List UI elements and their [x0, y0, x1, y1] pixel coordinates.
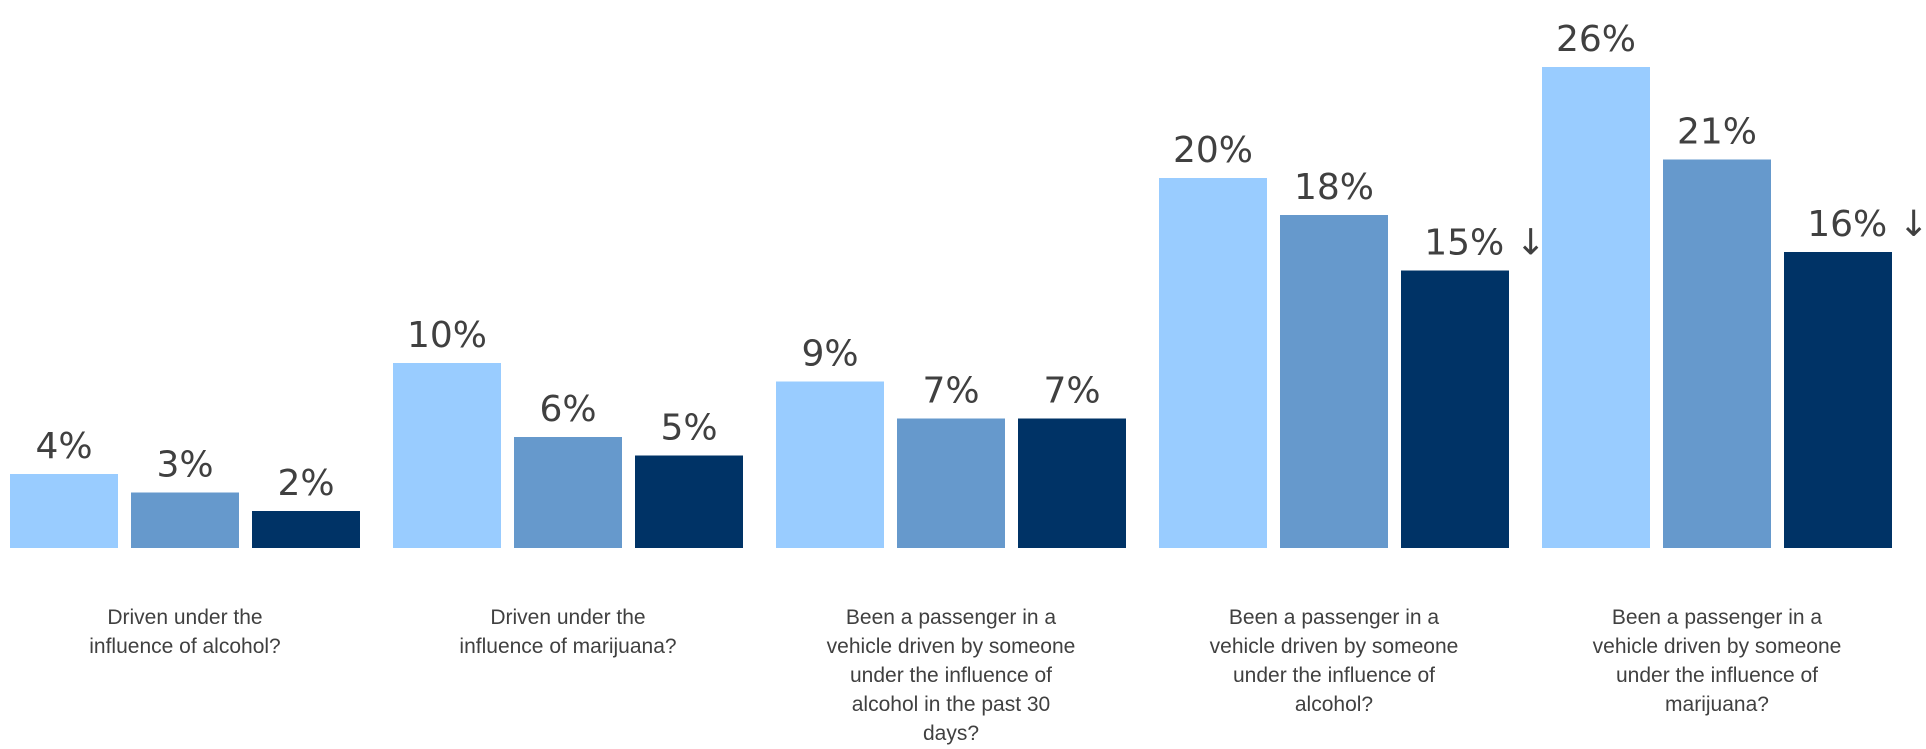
bar — [1401, 270, 1509, 548]
category-label-line: Driven under the — [490, 606, 645, 629]
category-label-line: Driven under the — [107, 606, 262, 629]
bar — [1784, 252, 1892, 548]
data-label: 2% — [277, 463, 334, 504]
data-label: 7% — [1043, 371, 1100, 412]
category-label-line: Been a passenger in a — [1229, 606, 1439, 629]
bar — [897, 418, 1005, 548]
category-label-line: marijuana? — [1665, 693, 1769, 716]
data-label: 6% — [539, 389, 596, 430]
data-label: 4% — [35, 426, 92, 467]
bar — [1542, 67, 1650, 548]
bar — [514, 437, 622, 548]
value-labels-group: 4% 3% 2% 10% 6% 5% 9% 7% 7% 20% 18% 15% ↓ 26% 21% 16% … — [35, 19, 1926, 504]
category-label-line: vehicle driven by someone — [827, 635, 1076, 658]
category-label-line: vehicle driven by someone — [1210, 635, 1459, 658]
category-label-line: under the influence of — [850, 664, 1052, 687]
data-label: 16% ↓ — [1807, 204, 1926, 245]
category-label-line: alcohol? — [1295, 693, 1373, 716]
bar — [1280, 215, 1388, 548]
category-label: Driven under the influence of alcohol? — [89, 606, 280, 658]
data-label: 20% — [1173, 130, 1253, 171]
data-label: 21% — [1677, 112, 1757, 153]
bar — [1159, 178, 1267, 548]
category-label-line: Been a passenger in a — [846, 606, 1056, 629]
bar — [131, 492, 239, 548]
category-label-line: influence of alcohol? — [89, 635, 280, 658]
category-label-line: alcohol in the past 30 — [852, 693, 1050, 716]
category-label-line: vehicle driven by someone — [1593, 635, 1842, 658]
bar — [10, 474, 118, 548]
data-label: 3% — [156, 445, 213, 486]
category-label-line: under the influence of — [1233, 664, 1435, 687]
bar — [776, 381, 884, 548]
data-label: 10% — [407, 315, 487, 356]
data-label: 26% — [1556, 19, 1636, 60]
category-labels-group: Driven under the influence of alcohol?Dri… — [89, 606, 1841, 745]
bar — [252, 511, 360, 548]
bar — [393, 363, 501, 548]
category-label-line: days? — [923, 722, 979, 745]
category-label: Been a passenger in a vehicle driven by s… — [827, 606, 1076, 745]
bar — [1663, 159, 1771, 548]
bar — [635, 455, 743, 548]
data-label: 18% — [1294, 167, 1374, 208]
data-label: 5% — [660, 408, 717, 449]
bar — [1018, 418, 1126, 548]
category-label-line: Been a passenger in a — [1612, 606, 1822, 629]
data-label: 7% — [922, 371, 979, 412]
category-label: Been a passenger in a vehicle driven by s… — [1210, 606, 1459, 716]
category-label-line: under the influence of — [1616, 664, 1818, 687]
category-label-line: influence of marijuana? — [459, 635, 676, 658]
data-label: 15% ↓ — [1424, 223, 1546, 264]
category-label: Driven under the influence of marijuana? — [459, 606, 676, 658]
data-label: 9% — [801, 334, 858, 375]
category-label: Been a passenger in a vehicle driven by s… — [1593, 606, 1842, 716]
bars-group — [10, 67, 1892, 548]
